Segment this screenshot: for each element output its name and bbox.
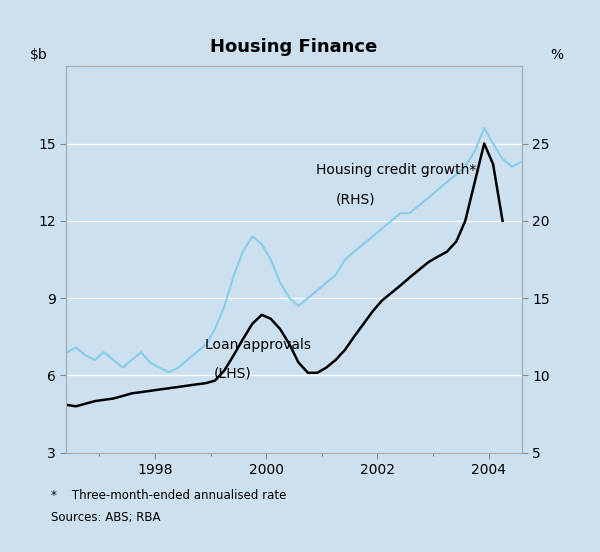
Text: Housing credit growth*: Housing credit growth* xyxy=(316,163,476,177)
Title: Housing Finance: Housing Finance xyxy=(211,38,377,56)
Text: Loan approvals: Loan approvals xyxy=(205,338,311,352)
Text: %: % xyxy=(550,49,563,62)
Text: (RHS): (RHS) xyxy=(336,193,376,206)
Text: *    Three-month-ended annualised rate: * Three-month-ended annualised rate xyxy=(51,489,286,502)
Text: $b: $b xyxy=(29,49,47,62)
Text: Sources: ABS; RBA: Sources: ABS; RBA xyxy=(51,511,161,524)
Text: (LHS): (LHS) xyxy=(214,367,251,380)
